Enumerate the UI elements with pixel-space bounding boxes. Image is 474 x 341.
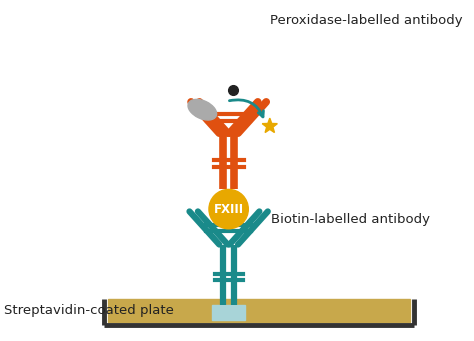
Text: FXIII: FXIII <box>214 203 244 216</box>
Text: Streptavidin-coated plate: Streptavidin-coated plate <box>4 303 173 317</box>
Bar <box>212 306 245 321</box>
Text: Peroxidase-labelled antibody: Peroxidase-labelled antibody <box>270 14 463 27</box>
Polygon shape <box>262 118 277 133</box>
Ellipse shape <box>188 99 217 120</box>
Circle shape <box>209 190 248 229</box>
Bar <box>108 299 410 322</box>
Text: Biotin-labelled antibody: Biotin-labelled antibody <box>271 213 430 226</box>
